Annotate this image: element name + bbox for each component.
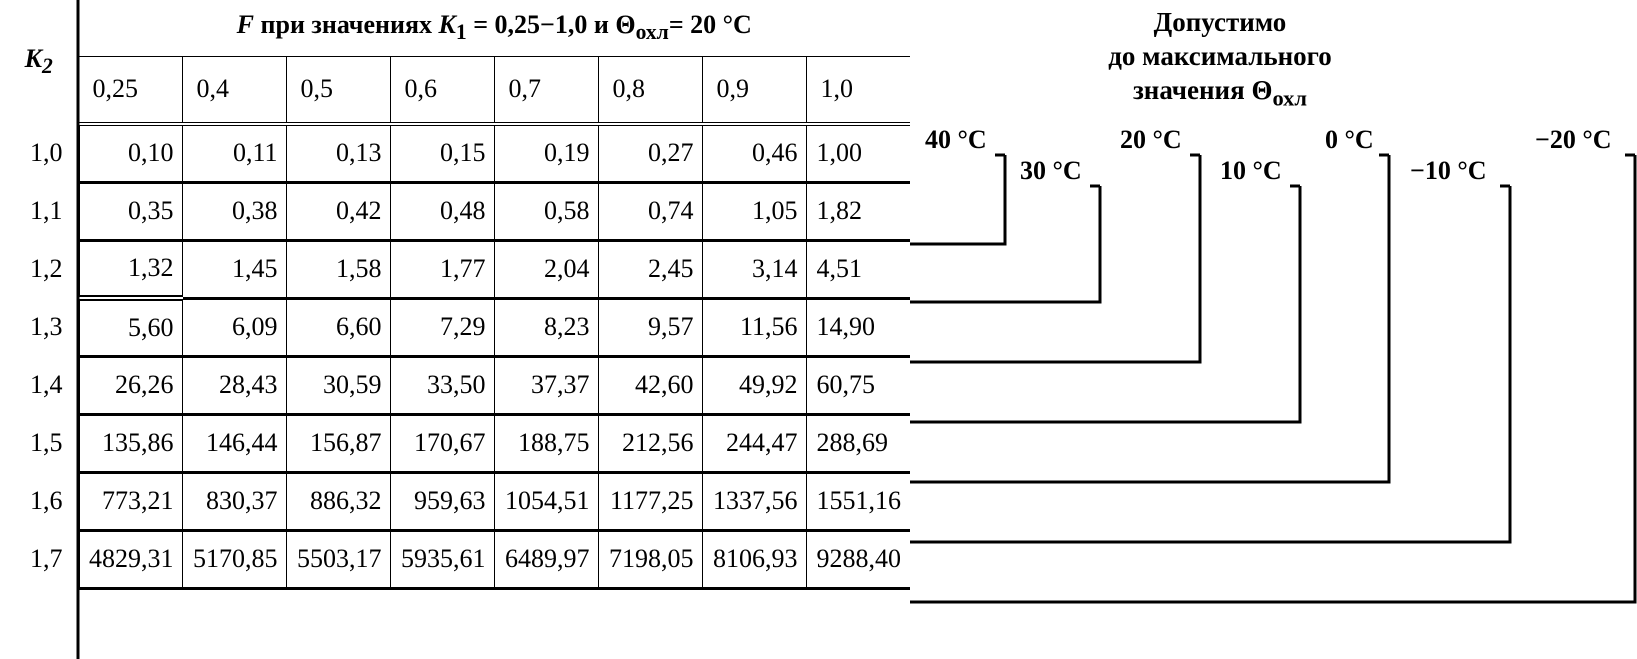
bracket-overlay: [0, 0, 1637, 659]
bracket-tm10: [910, 186, 1510, 542]
bracket-t40: [910, 155, 1005, 244]
bracket-tm20: [910, 155, 1635, 602]
bracket-t20: [910, 155, 1200, 362]
bracket-t10: [910, 186, 1300, 422]
bracket-t0: [910, 155, 1389, 482]
